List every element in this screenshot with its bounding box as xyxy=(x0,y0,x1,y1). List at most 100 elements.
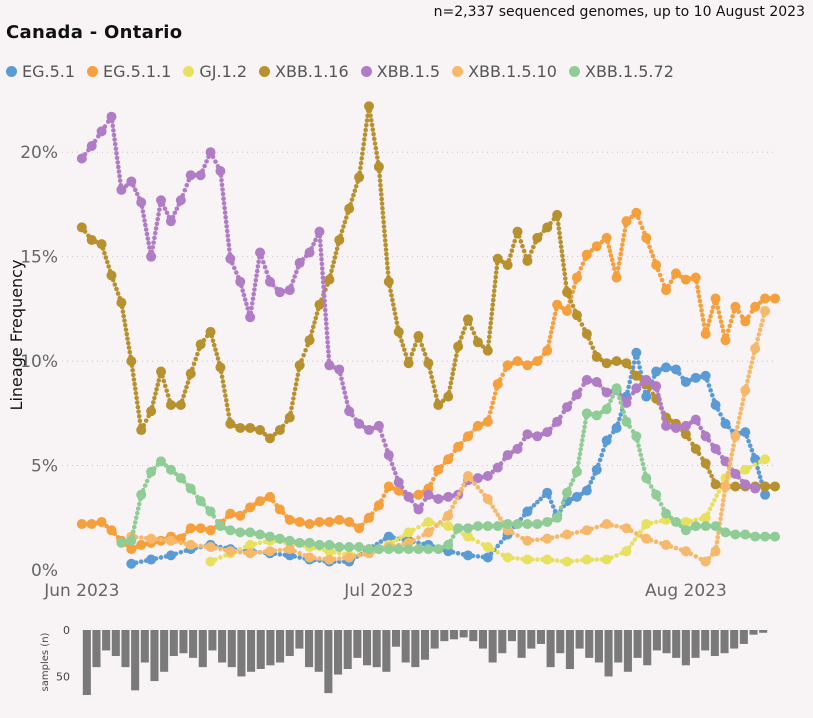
data-point[interactable] xyxy=(403,358,414,369)
data-point[interactable] xyxy=(542,533,553,544)
data-point[interactable] xyxy=(195,496,206,507)
data-point[interactable] xyxy=(571,310,582,321)
data-point[interactable] xyxy=(433,399,444,410)
samples-bar[interactable] xyxy=(469,630,478,642)
data-point[interactable] xyxy=(205,542,216,553)
data-point[interactable] xyxy=(195,170,206,181)
data-point[interactable] xyxy=(522,506,533,517)
data-point[interactable] xyxy=(264,546,275,557)
data-point[interactable] xyxy=(700,431,711,442)
data-point[interactable] xyxy=(710,293,721,304)
data-point[interactable] xyxy=(651,489,662,500)
samples-bar[interactable] xyxy=(730,630,739,649)
data-point[interactable] xyxy=(463,314,474,325)
data-point[interactable] xyxy=(235,276,246,287)
data-point[interactable] xyxy=(225,508,236,519)
legend-item-xbb-1-5[interactable]: XBB.1.5 xyxy=(360,62,440,81)
data-point[interactable] xyxy=(413,504,424,515)
samples-bar[interactable] xyxy=(256,630,265,669)
samples-bar[interactable] xyxy=(710,630,719,656)
data-point[interactable] xyxy=(601,404,612,415)
data-point[interactable] xyxy=(453,523,464,534)
data-point[interactable] xyxy=(274,287,285,298)
data-point[interactable] xyxy=(324,539,335,550)
data-point[interactable] xyxy=(443,510,454,521)
data-point[interactable] xyxy=(165,550,176,561)
data-point[interactable] xyxy=(680,420,691,431)
data-point[interactable] xyxy=(393,326,404,337)
data-point[interactable] xyxy=(472,337,483,348)
data-point[interactable] xyxy=(344,552,355,563)
data-point[interactable] xyxy=(522,255,533,266)
samples-bar[interactable] xyxy=(362,630,372,666)
data-point[interactable] xyxy=(304,537,315,548)
legend-item-xbb-1-5-72[interactable]: XBB.1.5.72 xyxy=(568,62,674,81)
data-point[interactable] xyxy=(106,111,117,122)
samples-bar[interactable] xyxy=(140,630,149,663)
data-point[interactable] xyxy=(443,521,454,532)
data-point[interactable] xyxy=(522,554,533,565)
data-point[interactable] xyxy=(601,232,612,243)
samples-bar[interactable] xyxy=(449,630,459,640)
data-point[interactable] xyxy=(354,542,365,553)
data-point[interactable] xyxy=(185,368,196,379)
data-point[interactable] xyxy=(670,364,681,375)
samples-bar[interactable] xyxy=(536,630,545,644)
samples-bar[interactable] xyxy=(498,630,507,654)
data-point[interactable] xyxy=(641,533,652,544)
data-point[interactable] xyxy=(522,535,533,546)
data-point[interactable] xyxy=(245,502,256,513)
legend-item-xbb-1-16[interactable]: XBB.1.16 xyxy=(259,62,349,81)
data-point[interactable] xyxy=(680,274,691,285)
samples-bar[interactable] xyxy=(556,630,565,654)
data-point[interactable] xyxy=(740,479,751,490)
samples-bar[interactable] xyxy=(237,630,246,677)
data-point[interactable] xyxy=(690,414,701,425)
data-point[interactable] xyxy=(423,516,434,527)
data-point[interactable] xyxy=(472,473,483,484)
data-point[interactable] xyxy=(631,347,642,358)
data-point[interactable] xyxy=(562,402,573,413)
data-point[interactable] xyxy=(126,558,137,569)
data-point[interactable] xyxy=(255,247,266,258)
data-point[interactable] xyxy=(274,425,285,436)
data-point[interactable] xyxy=(621,358,632,369)
data-point[interactable] xyxy=(760,531,771,542)
data-point[interactable] xyxy=(482,416,493,427)
data-point[interactable] xyxy=(641,519,652,530)
samples-bar[interactable] xyxy=(633,630,642,658)
data-point[interactable] xyxy=(680,525,691,536)
data-point[interactable] xyxy=(195,523,206,534)
data-point[interactable] xyxy=(581,525,592,536)
data-point[interactable] xyxy=(225,253,236,264)
data-point[interactable] xyxy=(720,418,731,429)
samples-bar[interactable] xyxy=(614,630,623,663)
data-point[interactable] xyxy=(116,184,127,195)
data-point[interactable] xyxy=(423,489,434,500)
data-point[interactable] xyxy=(710,546,721,557)
data-point[interactable] xyxy=(680,429,691,440)
data-point[interactable] xyxy=(710,399,721,410)
data-point[interactable] xyxy=(552,416,563,427)
samples-bar[interactable] xyxy=(672,630,681,658)
data-point[interactable] xyxy=(165,399,176,410)
data-point[interactable] xyxy=(116,297,127,308)
samples-bar[interactable] xyxy=(160,630,169,672)
data-point[interactable] xyxy=(562,556,573,567)
data-point[interactable] xyxy=(661,285,672,296)
data-point[interactable] xyxy=(651,260,662,271)
data-point[interactable] xyxy=(532,356,543,367)
data-point[interactable] xyxy=(314,539,325,550)
data-point[interactable] xyxy=(571,389,582,400)
data-point[interactable] xyxy=(591,464,602,475)
samples-bar[interactable] xyxy=(662,630,671,654)
data-point[interactable] xyxy=(225,546,236,557)
data-point[interactable] xyxy=(363,101,374,112)
data-point[interactable] xyxy=(126,544,137,555)
data-point[interactable] xyxy=(641,232,652,243)
samples-bar[interactable] xyxy=(411,630,420,668)
data-point[interactable] xyxy=(413,489,424,500)
data-point[interactable] xyxy=(96,126,107,137)
data-point[interactable] xyxy=(205,525,216,536)
samples-bar[interactable] xyxy=(121,630,130,668)
